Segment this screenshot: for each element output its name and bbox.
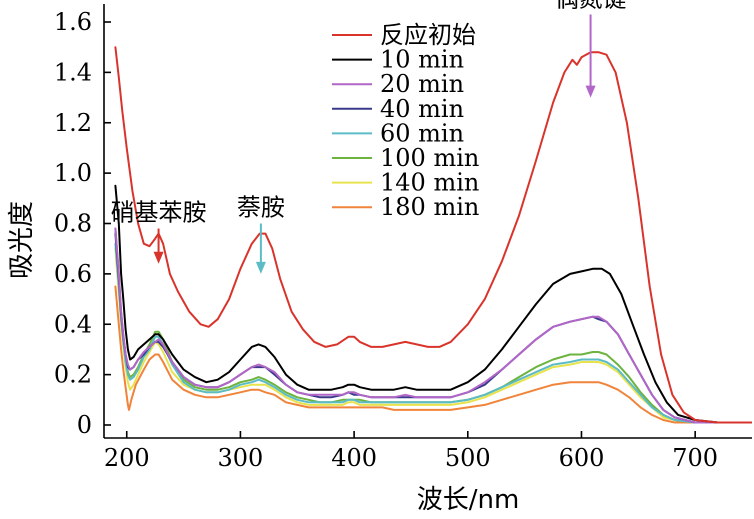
y-tick-label: 1.4 bbox=[54, 58, 92, 86]
x-tick-label: 200 bbox=[104, 444, 150, 472]
x-tick-label: 300 bbox=[218, 444, 264, 472]
y-tick-label: 1.2 bbox=[54, 109, 92, 137]
series-line-2 bbox=[114, 227, 752, 424]
x-tick-label: 700 bbox=[672, 444, 718, 472]
x-tick-label: 500 bbox=[445, 444, 491, 472]
y-tick-label: 0.6 bbox=[54, 260, 92, 288]
y-tick-label: 0.2 bbox=[54, 361, 92, 389]
legend-label: 180 min bbox=[380, 193, 479, 221]
annotation-label: 硝基苯胺 bbox=[111, 199, 207, 227]
annotation-arrow-head bbox=[153, 251, 164, 264]
y-tick-label: 0.4 bbox=[54, 310, 92, 338]
y-tick-label: 0.8 bbox=[54, 210, 92, 238]
series-line-4 bbox=[114, 242, 752, 424]
legend-label: 100 min bbox=[380, 144, 479, 172]
annotation-arrow-head bbox=[585, 85, 596, 98]
legend-label: 反应初始 bbox=[380, 21, 476, 49]
annotation-label: 萘胺 bbox=[237, 194, 285, 222]
y-axis-title: 吸光度 bbox=[7, 201, 37, 279]
legend-label: 140 min bbox=[380, 169, 479, 197]
annotations: 硝基苯胺 萘胺 偶氮键 bbox=[111, 0, 627, 274]
legend-label: 40 min bbox=[380, 95, 464, 123]
series-line-7 bbox=[114, 285, 752, 424]
annotation-arrow-head bbox=[255, 261, 266, 274]
x-tick-label: 400 bbox=[331, 444, 377, 472]
annotation-label: 偶氮键 bbox=[555, 0, 627, 12]
legend-label: 10 min bbox=[380, 46, 464, 74]
y-tick-label: 1.0 bbox=[54, 159, 92, 187]
y-tick-label: 0 bbox=[77, 411, 92, 439]
series-line-5 bbox=[114, 227, 752, 424]
series-line-0 bbox=[114, 46, 752, 424]
series-layer bbox=[114, 46, 752, 424]
series-line-1 bbox=[114, 184, 752, 424]
y-tick-label: 1.6 bbox=[54, 8, 92, 36]
legend-label: 20 min bbox=[380, 70, 464, 98]
series-line-6 bbox=[114, 247, 752, 424]
x-axis-title: 波长/nm bbox=[417, 485, 520, 515]
x-tick-label: 600 bbox=[559, 444, 605, 472]
legend-label: 60 min bbox=[380, 119, 464, 147]
axes: 0 0.2 0.4 0.6 0.8 1.0 1.2 1.4 1.6 200 300 400 500 600… bbox=[54, 4, 752, 472]
